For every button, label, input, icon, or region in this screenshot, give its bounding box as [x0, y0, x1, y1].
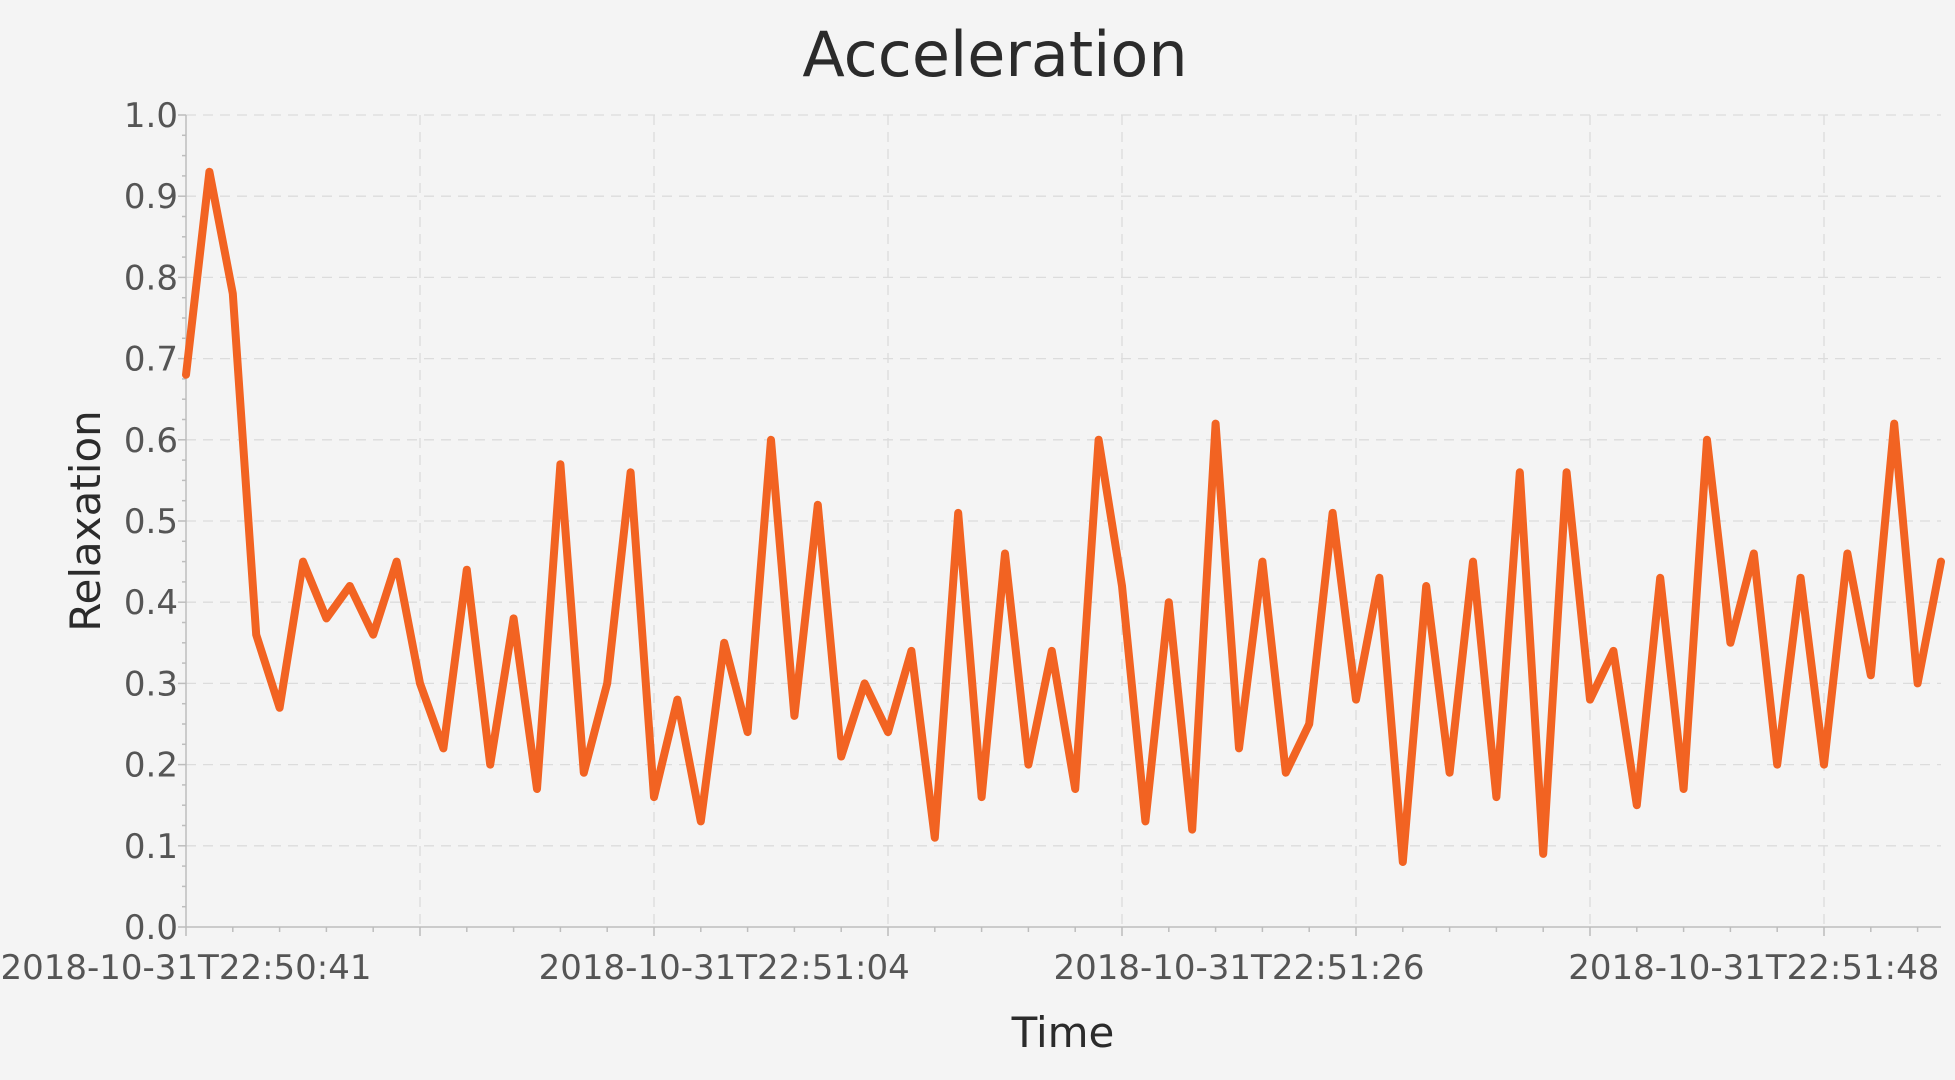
y-tick-label: 0.7: [124, 340, 178, 380]
y-tick-label: 0.4: [124, 583, 178, 623]
x-axis-ticks: 2018-10-31T22:50:41 2018-10-31T22:51:04 20…: [0, 927, 1939, 988]
chart-title: Acceleration: [802, 18, 1187, 91]
y-axis-ticks: 0.0 0.1 0.2 0.3 0.4 0.5 0.6 0.7 0.8 0.9 1.0: [124, 96, 186, 948]
y-tick-label: 0.9: [124, 177, 178, 217]
y-axis-label: Relaxation: [61, 410, 110, 632]
y-tick-label: 0.2: [124, 746, 178, 786]
y-tick-label: 0.5: [124, 502, 178, 542]
y-tick-label: 0.8: [124, 258, 178, 298]
x-tick-label: 2018-10-31T22:51:04: [539, 948, 910, 988]
y-tick-label: 0.1: [124, 827, 178, 867]
x-axis-label: Time: [1011, 1008, 1115, 1057]
x-tick-label: 2018-10-31T22:50:41: [0, 948, 371, 988]
relaxation-series-line: [182, 167, 1945, 866]
y-tick-label: 0.3: [124, 664, 178, 704]
grid-lines: [186, 114, 1941, 927]
y-tick-label: 0.0: [124, 908, 178, 948]
y-tick-label: 1.0: [124, 96, 178, 136]
x-tick-label: 2018-10-31T22:51:48: [1568, 948, 1939, 988]
y-tick-label: 0.6: [124, 421, 178, 461]
x-tick-label: 2018-10-31T22:51:26: [1053, 948, 1424, 988]
